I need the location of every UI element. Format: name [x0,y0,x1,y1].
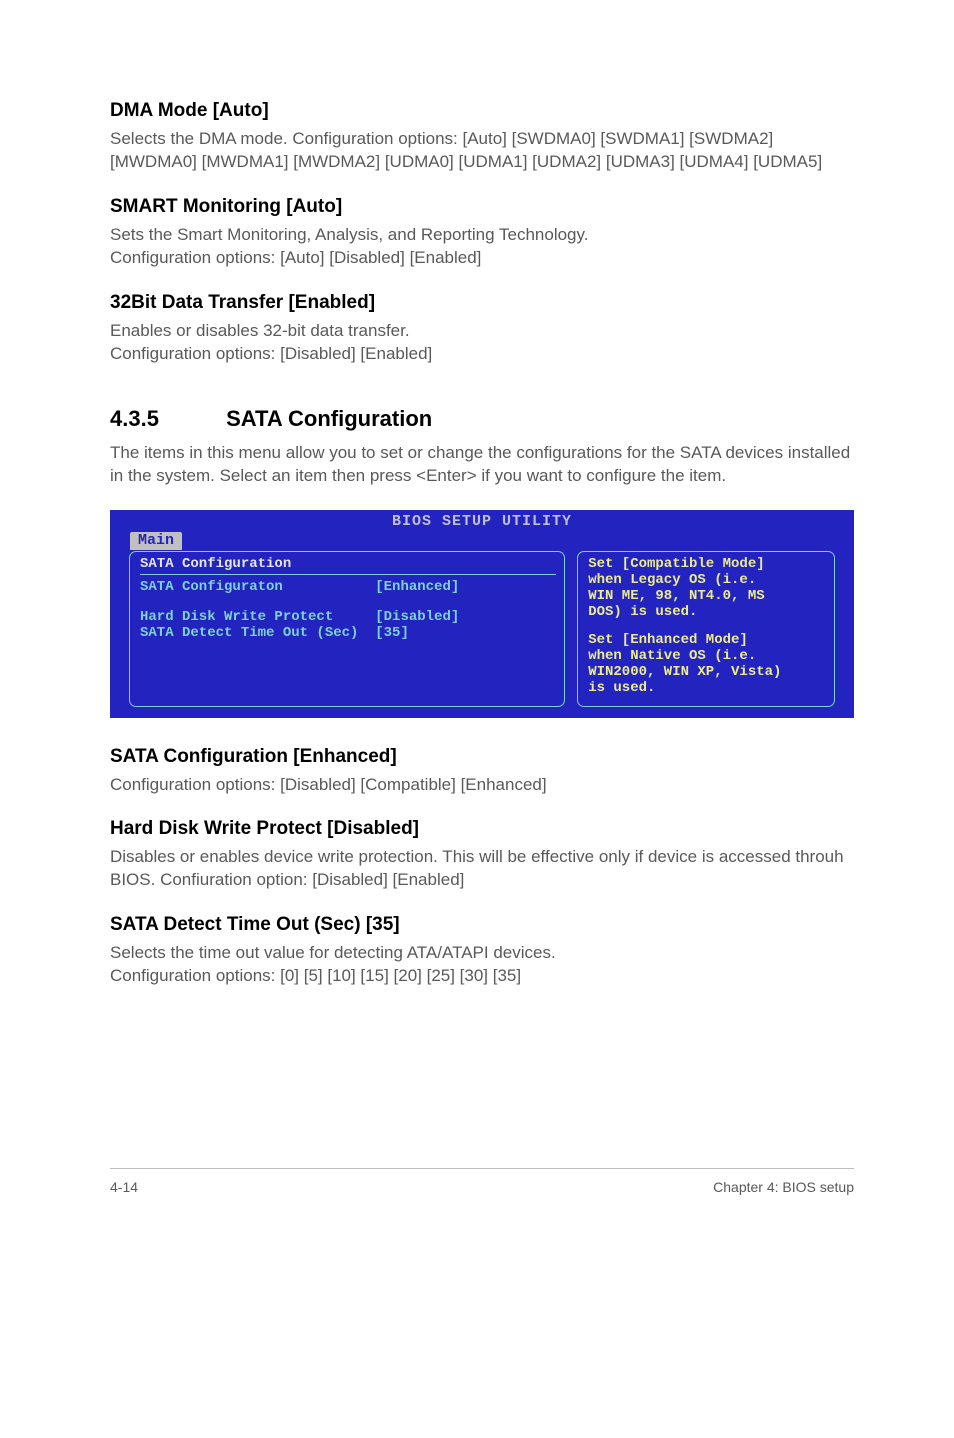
sata-major-title: SATA Configuration [226,406,432,431]
sata-timeout-line1: Selects the time out value for detecting… [110,943,556,962]
bios-help-line5: Set [Enhanced Mode] [588,632,826,648]
sata-major-number: 4.3.5 [110,406,220,432]
smart-body: Sets the Smart Monitoring, Analysis, and… [110,224,854,270]
bios-right-panel: Set [Compatible Mode] when Legacy OS (i.… [576,550,836,708]
sata-major-intro: The items in this menu allow you to set … [110,442,854,488]
bios-screenshot: BIOS SETUP UTILITY Main SATA Configurati… [110,510,854,718]
sata-timeout-heading: SATA Detect Time Out (Sec) [35] [110,914,854,936]
bios-divider [140,574,556,575]
sata-timeout-line2: Configuration options: [0] [5] [10] [15]… [110,966,521,985]
bios-help-line8: is used. [588,680,826,696]
bios-row2-label: Hard Disk Write Protect [140,609,375,625]
bios-help-line7: WIN2000, WIN XP, Vista) [588,664,826,680]
bios-title: BIOS SETUP UTILITY [110,510,854,531]
bios-row3-value: [35] [375,625,556,641]
sata-timeout-body: Selects the time out value for detecting… [110,942,854,988]
bios-help-line3: WIN ME, 98, NT4.0, MS [588,588,826,604]
bios-tab-main: Main [130,532,182,550]
dma-mode-body: Selects the DMA mode. Configuration opti… [110,128,854,174]
smart-body-line1: Sets the Smart Monitoring, Analysis, and… [110,225,588,244]
bit32-body-line2: Configuration options: [Disabled] [Enabl… [110,344,432,363]
bios-left-panel: SATA Configuration SATA Configuraton [En… [128,550,566,708]
bios-row1-value: [Enhanced] [375,579,556,595]
footer-chapter: Chapter 4: BIOS setup [713,1179,854,1195]
bios-help-line2: when Legacy OS (i.e. [588,572,826,588]
dma-mode-heading: DMA Mode [Auto] [110,100,854,122]
hd-protect-body: Disables or enables device write protect… [110,846,854,892]
smart-body-line2: Configuration options: [Auto] [Disabled]… [110,248,481,267]
bios-row2-value: [Disabled] [375,609,556,625]
sata-major-heading: 4.3.5 SATA Configuration [110,406,854,432]
sata-conf-heading: SATA Configuration [Enhanced] [110,746,854,768]
bios-help-line6: when Native OS (i.e. [588,648,826,664]
bit32-body: Enables or disables 32-bit data transfer… [110,320,854,366]
bit32-heading: 32Bit Data Transfer [Enabled] [110,292,854,314]
bit32-body-line1: Enables or disables 32-bit data transfer… [110,321,410,340]
bios-left-header: SATA Configuration [140,556,556,572]
smart-heading: SMART Monitoring [Auto] [110,196,854,218]
bios-help-line1: Set [Compatible Mode] [588,556,826,572]
sata-conf-body: Configuration options: [Disabled] [Compa… [110,774,854,797]
hd-protect-heading: Hard Disk Write Protect [Disabled] [110,818,854,840]
bios-help-line4: DOS) is used. [588,604,826,620]
bios-row1-label: SATA Configuraton [140,579,375,595]
footer-page-number: 4-14 [110,1179,138,1195]
bios-row3-label: SATA Detect Time Out (Sec) [140,625,375,641]
page-footer: 4-14 Chapter 4: BIOS setup [110,1168,854,1195]
